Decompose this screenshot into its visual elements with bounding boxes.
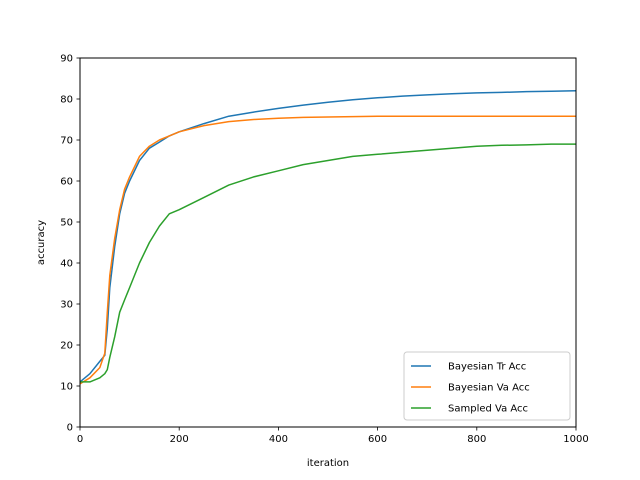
- legend: Bayesian Tr Acc Bayesian Va Acc Sampled Va…: [403, 351, 571, 421]
- series-line-0: [79, 90, 577, 383]
- x-tick-label: 400: [269, 434, 288, 445]
- legend-box: [403, 351, 571, 421]
- y-ticks: 0 10 20 30 40 50 60 70 80 90: [60, 54, 80, 434]
- y-tick-label: 90: [60, 54, 73, 65]
- x-tick-label: 0: [77, 434, 83, 445]
- y-tick-label: 40: [60, 259, 73, 270]
- y-tick-label: 30: [60, 300, 73, 311]
- y-tick-label: 70: [60, 136, 73, 147]
- series-line-1: [79, 115, 576, 385]
- series-line-2: [80, 143, 576, 383]
- series-layer: [79, 90, 577, 385]
- legend-label-0: Bayesian Tr Acc: [448, 362, 526, 373]
- x-ticks: 0 200 400 600 800 1000: [77, 427, 589, 445]
- y-tick-label: 50: [60, 218, 73, 229]
- x-tick-label: 600: [368, 434, 387, 445]
- y-tick-label: 10: [60, 382, 73, 393]
- y-tick-label: 20: [60, 341, 73, 352]
- x-tick-label: 800: [467, 434, 486, 445]
- legend-label-1: Bayesian Va Acc: [448, 383, 530, 394]
- x-tick-label: 200: [170, 434, 189, 445]
- y-axis-label: accuracy: [36, 220, 47, 265]
- y-tick-label: 0: [67, 423, 73, 434]
- y-tick-label: 60: [60, 177, 73, 188]
- x-tick-label: 1000: [563, 434, 588, 445]
- y-tick-label: 80: [60, 95, 73, 106]
- legend-label-2: Sampled Va Acc: [448, 404, 528, 415]
- x-axis-label: iteration: [307, 458, 349, 469]
- plot-frame: [79, 57, 577, 428]
